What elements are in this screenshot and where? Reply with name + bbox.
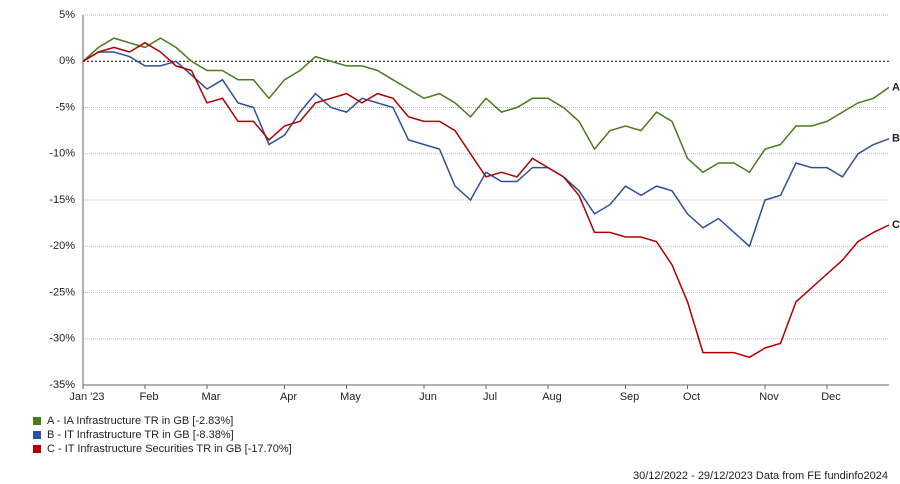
x-tick-label: Nov xyxy=(759,391,779,403)
x-tick-label: Jul xyxy=(483,391,497,403)
legend-label: A - IA Infrastructure TR in GB [-2.83%] xyxy=(47,415,233,427)
x-tick-label: Mar xyxy=(202,391,221,403)
series-line xyxy=(82,41,890,359)
footer: 30/12/2022 - 29/12/2023 Data from FE fun… xyxy=(633,470,888,482)
legend-label: B - IT Infrastructure TR in GB [-8.38%] xyxy=(47,429,234,441)
x-tick-label: May xyxy=(340,391,361,403)
legend-swatch xyxy=(33,431,41,439)
y-tick-label: -20% xyxy=(49,240,75,252)
legend-swatch xyxy=(33,417,41,425)
y-tick-label: 5% xyxy=(59,9,75,21)
end-label: C xyxy=(892,219,900,231)
x-tick-label: Feb xyxy=(140,391,159,403)
legend-label: C - IT Infrastructure Securities TR in G… xyxy=(47,443,292,455)
x-tick-label: Jun xyxy=(419,391,437,403)
x-tick-label: Oct xyxy=(683,391,700,403)
y-tick-label: -25% xyxy=(49,286,75,298)
x-tick-label: Aug xyxy=(542,391,562,403)
legend-swatch xyxy=(33,445,41,453)
y-tick-label: -15% xyxy=(49,194,75,206)
x-tick-label: Sep xyxy=(620,391,640,403)
y-tick-label: 0% xyxy=(59,55,75,67)
series-line xyxy=(82,37,890,174)
x-tick-label: Dec xyxy=(821,391,841,403)
end-label: A xyxy=(892,81,900,93)
x-tick-label: Apr xyxy=(280,391,297,403)
series-line xyxy=(82,51,890,248)
y-tick-label: -10% xyxy=(49,148,75,160)
y-tick-label: -5% xyxy=(55,101,75,113)
end-label: B xyxy=(892,133,900,145)
x-tick-label: Jan '23 xyxy=(69,391,104,403)
y-tick-label: -35% xyxy=(49,379,75,391)
y-tick-label: -30% xyxy=(49,333,75,345)
